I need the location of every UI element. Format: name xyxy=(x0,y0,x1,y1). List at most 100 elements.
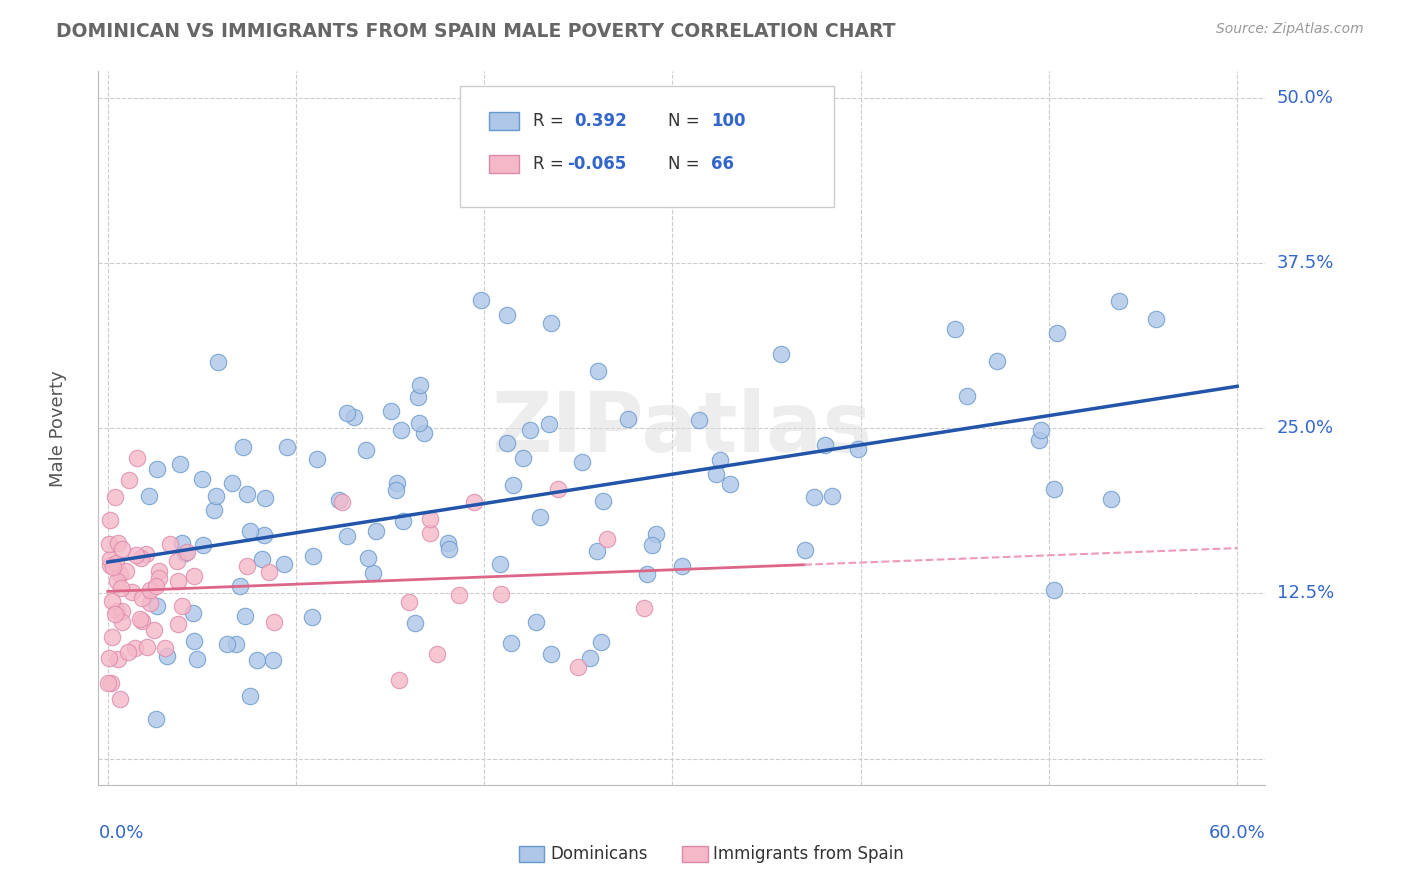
Point xyxy=(1043,482,1066,496)
Point xyxy=(145,579,167,593)
Point xyxy=(107,651,129,665)
Point xyxy=(671,558,693,573)
Point xyxy=(98,558,121,572)
Point xyxy=(169,458,191,472)
Point xyxy=(413,426,436,441)
Point xyxy=(273,557,295,571)
Point xyxy=(183,634,205,648)
Point xyxy=(380,404,402,418)
Point xyxy=(408,416,430,430)
Point xyxy=(803,491,825,505)
Point xyxy=(419,525,441,540)
Point xyxy=(470,293,492,307)
Point xyxy=(108,567,131,582)
Text: R =: R = xyxy=(533,112,564,130)
Point xyxy=(301,609,323,624)
Point xyxy=(709,453,731,467)
Point xyxy=(129,550,152,565)
Point xyxy=(250,551,273,566)
Point xyxy=(101,594,124,608)
Point xyxy=(592,494,614,508)
Point xyxy=(186,652,208,666)
Point xyxy=(118,474,141,488)
Point xyxy=(388,673,411,688)
Point xyxy=(489,587,512,601)
Point xyxy=(111,603,134,617)
Point xyxy=(793,543,815,558)
Point xyxy=(1099,492,1122,507)
Point xyxy=(328,492,350,507)
Point xyxy=(688,413,710,427)
Point xyxy=(176,545,198,559)
Point xyxy=(419,512,441,526)
Point xyxy=(110,581,132,595)
Point xyxy=(501,635,523,649)
Point xyxy=(406,391,429,405)
Text: 12.5%: 12.5% xyxy=(1277,584,1334,602)
Text: Source: ZipAtlas.com: Source: ZipAtlas.com xyxy=(1216,22,1364,37)
Point xyxy=(101,560,124,574)
Text: -0.065: -0.065 xyxy=(568,155,627,173)
Point xyxy=(389,423,412,437)
Point xyxy=(159,537,181,551)
Text: Dominicans: Dominicans xyxy=(550,846,648,863)
Point xyxy=(449,588,471,602)
Point xyxy=(633,600,655,615)
Point xyxy=(398,595,420,609)
Point xyxy=(107,574,129,588)
Point xyxy=(529,509,551,524)
Point xyxy=(524,615,547,630)
Point xyxy=(114,564,136,578)
Point xyxy=(148,564,170,578)
Text: R =: R = xyxy=(533,155,564,173)
Point xyxy=(181,606,204,620)
Point xyxy=(1046,326,1069,340)
Point xyxy=(567,660,589,674)
Point xyxy=(704,467,727,481)
Point xyxy=(104,556,127,570)
Point xyxy=(547,482,569,496)
Point xyxy=(343,410,366,425)
Point xyxy=(813,438,835,452)
Text: Immigrants from Spain: Immigrants from Spain xyxy=(713,846,904,863)
Point xyxy=(121,585,143,599)
Point xyxy=(236,487,259,501)
Point xyxy=(718,477,741,491)
Point xyxy=(98,552,121,566)
Point xyxy=(956,389,979,403)
Point xyxy=(540,317,562,331)
Point xyxy=(357,550,380,565)
Bar xyxy=(489,155,519,173)
Point xyxy=(640,538,662,552)
Text: 50.0%: 50.0% xyxy=(1277,89,1333,107)
Point xyxy=(254,491,277,505)
Point xyxy=(191,472,214,486)
Point xyxy=(138,596,160,610)
Point xyxy=(155,641,177,656)
Point xyxy=(135,640,157,654)
Text: Male Poverty: Male Poverty xyxy=(49,370,66,486)
Point xyxy=(591,635,613,649)
Point xyxy=(111,542,134,557)
Point xyxy=(502,477,524,491)
Text: DOMINICAN VS IMMIGRANTS FROM SPAIN MALE POVERTY CORRELATION CHART: DOMINICAN VS IMMIGRANTS FROM SPAIN MALE … xyxy=(56,22,896,41)
Point xyxy=(145,599,167,613)
Point xyxy=(97,650,120,665)
Point xyxy=(202,503,225,517)
Point xyxy=(110,692,132,706)
Text: 0.0%: 0.0% xyxy=(98,824,143,842)
Point xyxy=(207,355,229,369)
Point xyxy=(246,653,269,667)
Bar xyxy=(489,112,519,130)
Point xyxy=(495,309,517,323)
Point xyxy=(239,689,262,703)
Point xyxy=(426,647,449,661)
Point xyxy=(174,546,197,560)
FancyBboxPatch shape xyxy=(460,86,834,207)
Text: N =: N = xyxy=(668,155,700,173)
Point xyxy=(578,651,600,665)
Point xyxy=(104,607,127,621)
Point xyxy=(1029,423,1052,437)
Point xyxy=(463,495,485,509)
Point xyxy=(336,406,359,420)
